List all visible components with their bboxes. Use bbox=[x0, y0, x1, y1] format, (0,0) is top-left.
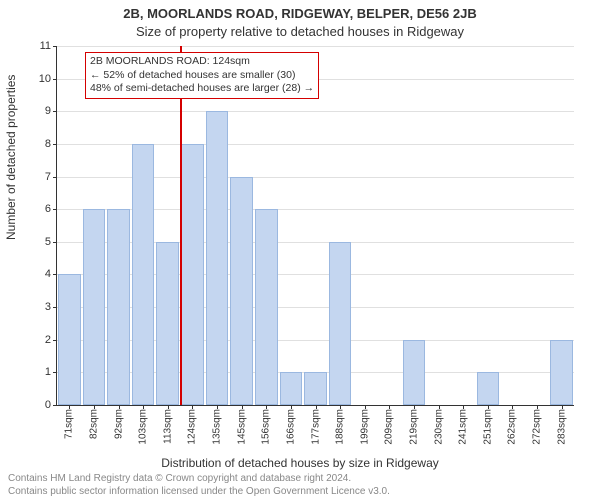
bar bbox=[230, 177, 253, 405]
xtick-label: 92sqm bbox=[113, 409, 124, 439]
xtick-label: 113sqm bbox=[162, 409, 173, 444]
bar bbox=[280, 372, 303, 405]
ytick-label: 0 bbox=[45, 399, 51, 411]
xtick-label: 209sqm bbox=[384, 409, 395, 445]
xtick-label: 283sqm bbox=[556, 409, 567, 445]
xtick-label: 156sqm bbox=[261, 409, 272, 445]
xtick-label: 219sqm bbox=[408, 409, 419, 445]
xtick-label: 82sqm bbox=[88, 409, 99, 439]
xtick-label: 135sqm bbox=[212, 409, 223, 445]
ytick-label: 4 bbox=[45, 268, 51, 280]
xtick-label: 124sqm bbox=[187, 409, 198, 445]
ytick-label: 10 bbox=[39, 73, 51, 85]
bar bbox=[206, 111, 229, 405]
ytick-label: 6 bbox=[45, 203, 51, 215]
ytick-mark bbox=[53, 274, 57, 275]
ytick-mark bbox=[53, 144, 57, 145]
bar bbox=[83, 209, 106, 405]
bar bbox=[132, 144, 155, 405]
ytick-label: 3 bbox=[45, 301, 51, 313]
ytick-label: 1 bbox=[45, 366, 51, 378]
bar bbox=[304, 372, 327, 405]
ytick-label: 2 bbox=[45, 334, 51, 346]
ytick-mark bbox=[53, 46, 57, 47]
ytick-label: 8 bbox=[45, 138, 51, 150]
ytick-mark bbox=[53, 111, 57, 112]
y-axis-label: Number of detached properties bbox=[4, 75, 18, 240]
ytick-label: 9 bbox=[45, 105, 51, 117]
xtick-label: 103sqm bbox=[138, 409, 149, 445]
xtick-label: 262sqm bbox=[507, 409, 518, 445]
xtick-label: 199sqm bbox=[359, 409, 370, 445]
bar bbox=[58, 274, 81, 405]
ytick-mark bbox=[53, 405, 57, 406]
bar bbox=[477, 372, 500, 405]
footer-line2: Contains public sector information licen… bbox=[8, 486, 390, 499]
ytick-mark bbox=[53, 340, 57, 341]
annotation-line: ← 52% of detached houses are smaller (30… bbox=[90, 69, 314, 83]
annotation-line: 2B MOORLANDS ROAD: 124sqm bbox=[90, 55, 314, 69]
footer-attribution: Contains HM Land Registry data © Crown c… bbox=[8, 473, 390, 498]
xtick-label: 230sqm bbox=[433, 409, 444, 445]
bar bbox=[329, 242, 352, 405]
xtick-label: 71sqm bbox=[64, 409, 75, 439]
gridline bbox=[57, 79, 574, 80]
ytick-label: 5 bbox=[45, 236, 51, 248]
xtick-label: 241sqm bbox=[458, 409, 469, 445]
bar bbox=[550, 340, 573, 405]
xtick-label: 188sqm bbox=[335, 409, 346, 445]
xtick-label: 251sqm bbox=[482, 409, 493, 445]
ytick-mark bbox=[53, 372, 57, 373]
annotation-box: 2B MOORLANDS ROAD: 124sqm← 52% of detach… bbox=[85, 52, 319, 99]
page-title-line1: 2B, MOORLANDS ROAD, RIDGEWAY, BELPER, DE… bbox=[0, 6, 600, 21]
annotation-line: 48% of semi-detached houses are larger (… bbox=[90, 82, 314, 96]
ytick-mark bbox=[53, 177, 57, 178]
page-title-line2: Size of property relative to detached ho… bbox=[0, 24, 600, 39]
ytick-label: 11 bbox=[40, 40, 51, 52]
xtick-label: 177sqm bbox=[310, 409, 321, 445]
ytick-label: 7 bbox=[45, 171, 51, 183]
bar bbox=[107, 209, 130, 405]
bar bbox=[255, 209, 278, 405]
ytick-mark bbox=[53, 79, 57, 80]
ytick-mark bbox=[53, 307, 57, 308]
footer-line1: Contains HM Land Registry data © Crown c… bbox=[8, 473, 390, 486]
gridline bbox=[57, 111, 574, 112]
xtick-label: 166sqm bbox=[285, 409, 296, 445]
bar bbox=[403, 340, 426, 405]
ytick-mark bbox=[53, 209, 57, 210]
ytick-mark bbox=[53, 242, 57, 243]
gridline bbox=[57, 46, 574, 47]
xtick-label: 145sqm bbox=[236, 409, 247, 445]
chart-plot-area: 0123456789101171sqm82sqm92sqm103sqm113sq… bbox=[56, 46, 574, 406]
bar bbox=[156, 242, 179, 405]
x-axis-label: Distribution of detached houses by size … bbox=[0, 456, 600, 470]
xtick-label: 272sqm bbox=[532, 409, 543, 445]
bar bbox=[181, 144, 204, 405]
